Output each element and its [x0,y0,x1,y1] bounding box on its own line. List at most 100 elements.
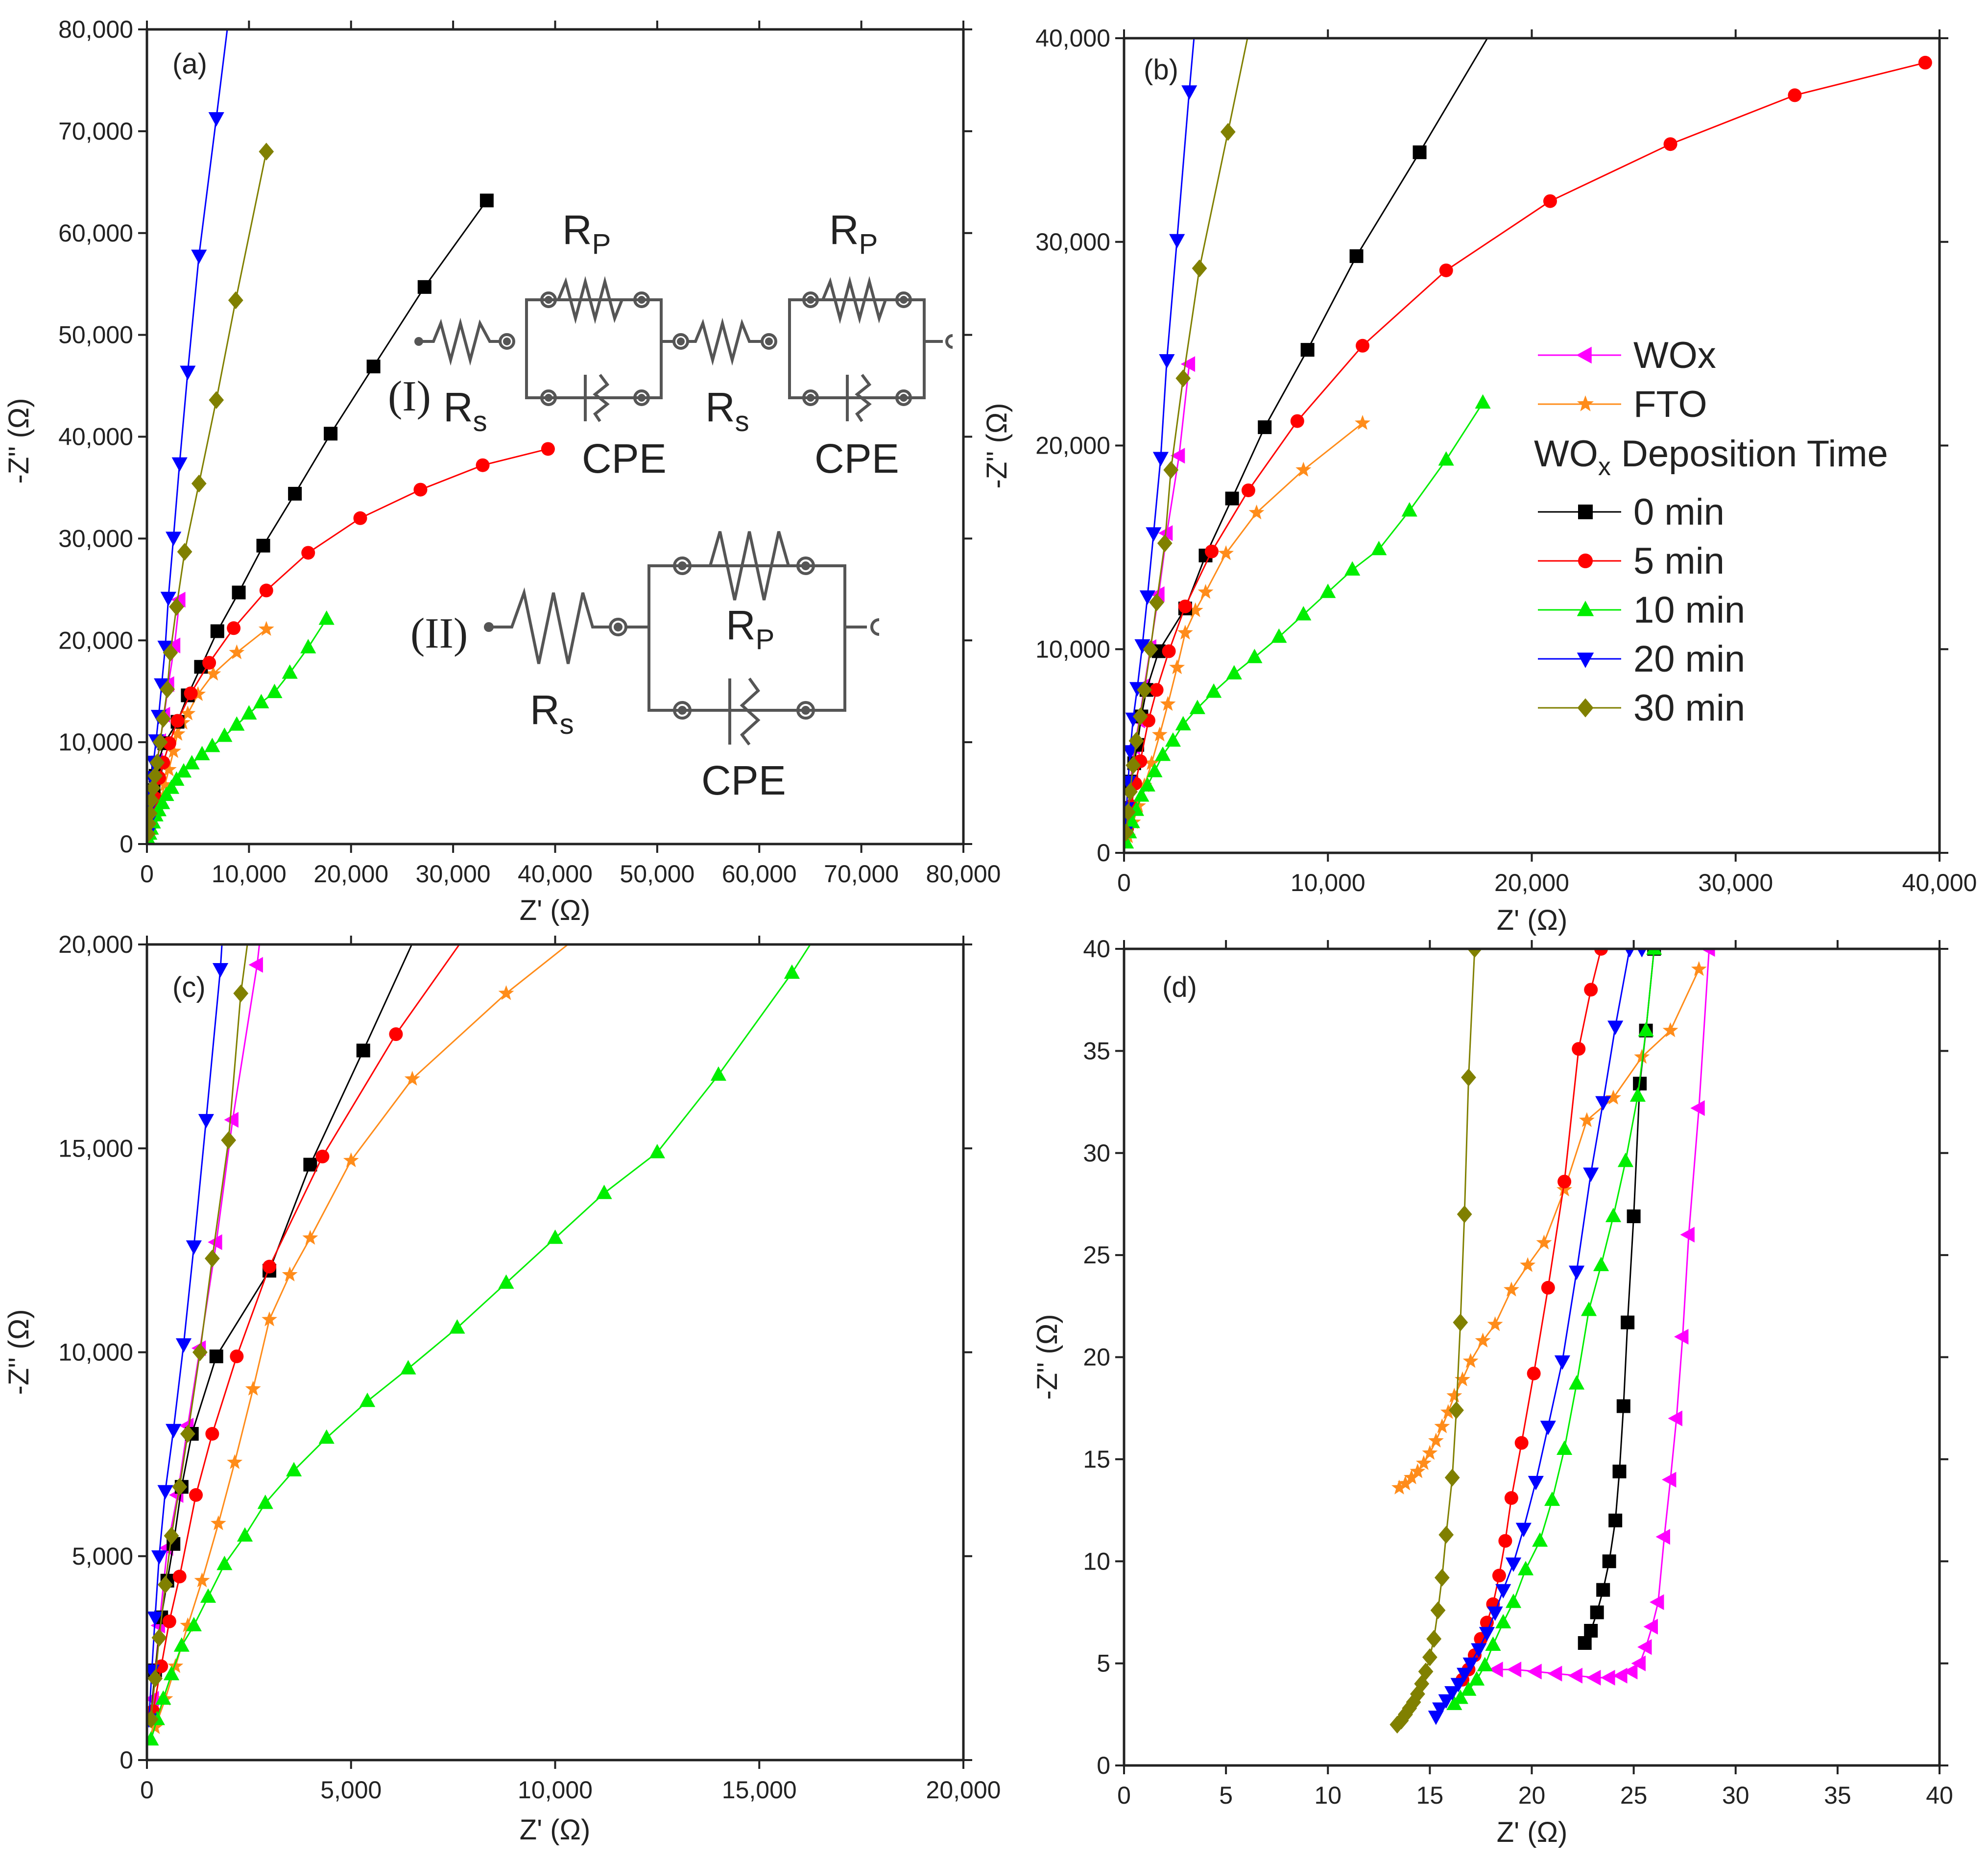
y-tick-label: 20 [1083,1344,1110,1371]
data-point [1602,1554,1616,1569]
data-point [1152,452,1169,466]
data-point [147,804,158,822]
y-tick-label: 5 [1097,1650,1110,1677]
data-point [200,1588,216,1603]
data-point [1650,1594,1664,1610]
legend-marker [1576,346,1592,364]
data-point [1596,1583,1610,1597]
data-point [1557,1175,1572,1189]
data-point [1568,1667,1582,1684]
data-point [190,686,206,701]
data-point [1461,1068,1476,1087]
legend-label: 30 min [1633,687,1745,729]
y-tick-label: 10,000 [1035,635,1110,663]
data-point [318,610,335,625]
data-point [1503,1281,1519,1297]
data-point [1680,1227,1695,1243]
data-point [1527,1366,1541,1380]
legend-marker [1578,505,1593,519]
data-point [1623,1664,1638,1680]
data-point [1422,1445,1438,1460]
data-point [1220,123,1236,141]
data-point [302,1230,318,1245]
data-point [1467,949,1483,958]
data-point [498,985,514,1000]
data-point [154,678,170,693]
data-point [315,1149,330,1163]
data-point [1206,683,1222,698]
data-point [202,655,216,670]
data-point [1663,137,1677,151]
data-point [413,483,428,497]
data-point [160,680,175,699]
y-tick-label: 10 [1083,1547,1110,1575]
series-5-min [1124,55,1932,836]
data-point [1488,1662,1503,1678]
data-point [1218,545,1234,560]
data-point [1128,732,1144,750]
data-point [157,1485,173,1500]
data-point [1605,1208,1622,1222]
data-point [282,664,298,679]
data-point [241,705,257,720]
data-point [253,694,269,708]
x-tick-label: 20,000 [313,860,388,888]
data-point [1625,949,1634,958]
x-tick-label: 0 [1117,1782,1131,1809]
data-point [1457,1667,1473,1682]
data-point [227,1454,243,1469]
data-point [1295,461,1312,477]
data-point [1593,1256,1609,1271]
series-10-min [1124,394,1491,849]
data-point [1527,1664,1542,1680]
y-tick-label: 0 [120,830,133,858]
data-point [1462,1657,1479,1672]
data-point [1290,414,1304,428]
series-line [1125,402,1484,843]
data-point [161,761,177,776]
panel-label: (a) [172,48,207,80]
x-tick-label: 5 [1219,1782,1233,1809]
legend: WOx FTO WOx Deposition Time 0 min 5 min 10 mi… [1534,335,1888,729]
x-tick-label: 15,000 [722,1776,797,1804]
data-point [1300,343,1315,357]
circuit-II-labels: (II) Rs RP CPE [410,602,786,803]
data-point [1612,1464,1627,1478]
data-point [229,644,245,659]
data-point [1601,1669,1615,1686]
data-point [1422,1648,1437,1667]
data-point [1126,756,1141,774]
data-point [1471,1643,1487,1658]
data-point [1487,1606,1503,1621]
data-point [1438,1525,1454,1544]
y-tick-label: 25 [1083,1241,1110,1269]
data-point [1631,1655,1646,1671]
data-point [166,743,182,758]
data-point [1446,1387,1462,1403]
data-point [1440,1404,1456,1419]
y-tick-label: 0 [1097,839,1110,867]
data-point [177,543,192,561]
data-point [1495,1614,1511,1629]
data-point [356,1043,370,1058]
panel-label: (c) [172,971,206,1003]
data-point [1475,394,1491,409]
data-point [157,640,173,655]
x-tick-label: 25 [1620,1782,1648,1809]
y-tick-label: 30 [1083,1139,1110,1167]
terminal-open-icon [870,618,880,636]
x-tick-label: 0 [1117,869,1131,896]
data-point [1627,1209,1641,1223]
data-point [1607,1020,1624,1035]
panel-c: 0 5,000 10,000 15,000 20,000 0 5,000 10,000 15,0… [3,931,1001,1846]
data-point [303,1158,317,1172]
data-point [1139,777,1155,792]
data-point [180,365,196,380]
data-point [192,1343,208,1361]
y-tick-label: 40 [1083,935,1110,963]
data-point [1444,1686,1461,1701]
rs-label-3: Rs [530,687,574,740]
data-point [1584,1623,1598,1638]
model-I-label: (I) [388,373,431,420]
data-point [1198,584,1214,599]
